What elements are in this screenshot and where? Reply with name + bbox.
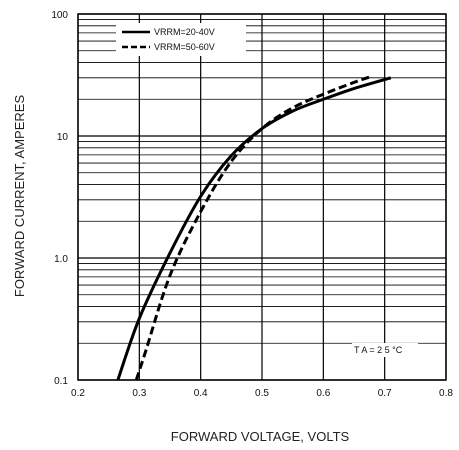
y-tick-label: 100 — [51, 10, 68, 21]
y-tick-label: 0.1 — [54, 376, 68, 387]
y-tick-labels: 0.1 1.0 10 100 — [51, 10, 68, 387]
annotation-box — [352, 343, 418, 357]
x-tick-label: 0.5 — [255, 388, 269, 399]
y-tick-label: 10 — [57, 132, 69, 143]
series-line-2 — [134, 74, 373, 381]
x-tick-label: 0.7 — [378, 388, 392, 399]
series-line-1 — [116, 76, 392, 381]
y-axis-title: FORWARD CURRENT, AMPERES — [12, 95, 27, 298]
x-tick-label: 0.8 — [439, 388, 453, 399]
x-tick-label: 0.6 — [316, 388, 330, 399]
legend-label-series-2: VRRM=50-60V — [154, 42, 215, 52]
x-tick-labels: 0.2 0.3 0.4 0.5 0.6 0.7 0.8 — [71, 388, 453, 399]
legend: VRRM=20-40V VRRM=50-60V — [116, 23, 246, 56]
x-tick-label: 0.4 — [194, 388, 208, 399]
x-tick-label: 0.2 — [71, 388, 85, 399]
curves — [116, 74, 392, 381]
legend-box — [116, 23, 246, 56]
temperature-annotation: T A = 2 5 °C — [354, 345, 403, 355]
plot-frame — [77, 13, 447, 381]
x-tick-label: 0.3 — [132, 388, 146, 399]
legend-label-series-1: VRRM=20-40V — [154, 27, 215, 37]
y-tick-label: 1.0 — [54, 254, 68, 265]
annotation-group: T A = 2 5 °C — [352, 343, 418, 357]
x-axis-title: FORWARD VOLTAGE, VOLTS — [171, 429, 350, 444]
